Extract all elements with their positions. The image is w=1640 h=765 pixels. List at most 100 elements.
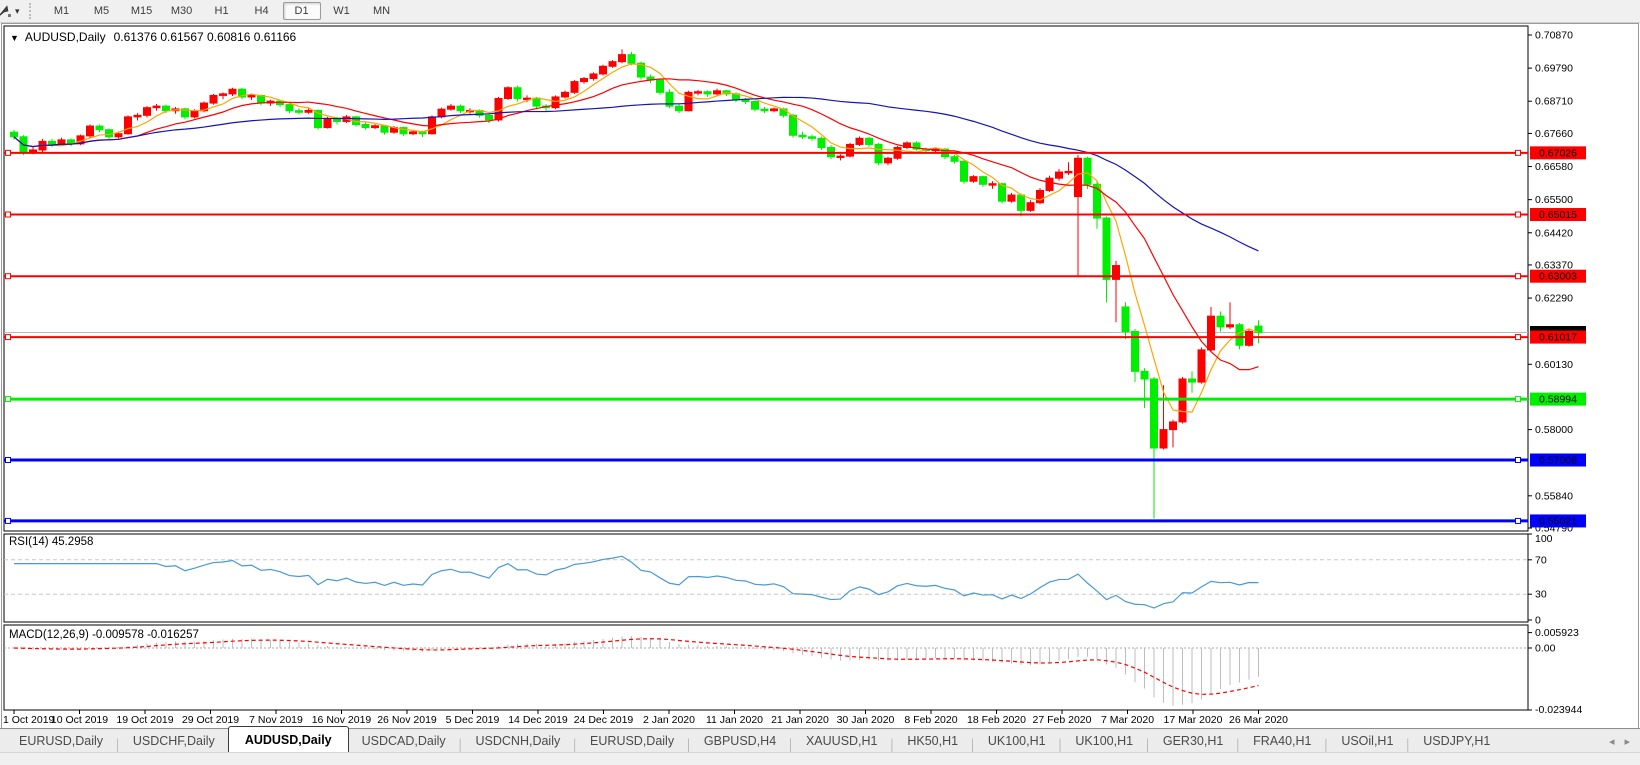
candle-body xyxy=(1064,170,1073,174)
ma-line-5 xyxy=(13,63,1259,413)
candle-body xyxy=(599,65,607,75)
candle-body xyxy=(1226,324,1234,328)
price-badge-0.67026[interactable] xyxy=(1530,146,1586,160)
tools-dropdown-caret-icon[interactable]: ▾ xyxy=(15,5,20,16)
candle-body xyxy=(684,91,693,112)
candle-body xyxy=(694,91,702,94)
tab-usoil-h1[interactable]: USOil,H1 xyxy=(1341,734,1394,748)
candle-body xyxy=(371,125,379,129)
hline-handle[interactable] xyxy=(1515,396,1521,403)
candle-body xyxy=(703,91,712,95)
tab-hk50-h1[interactable]: HK50,H1 xyxy=(907,734,959,748)
tabs-scroll-right-icon[interactable]: ▸ xyxy=(1624,735,1630,748)
candle-body xyxy=(855,137,864,145)
hline-handle[interactable] xyxy=(5,396,11,403)
price-badge-label: 0.65015 xyxy=(1539,209,1577,221)
tab-usdcnh-daily[interactable]: USDCNH,Daily xyxy=(475,734,561,748)
tab-audusd-daily[interactable]: AUDUSD,Daily xyxy=(227,726,349,753)
date-axis-label: 30 Jan 2020 xyxy=(837,714,895,726)
candle-body xyxy=(437,108,446,118)
tab-eurusd-daily[interactable]: EURUSD,Daily xyxy=(19,734,104,748)
hline-handle[interactable] xyxy=(5,334,11,341)
tab-separator: │ xyxy=(1234,739,1243,753)
candle-body xyxy=(1083,157,1092,185)
hline-handle[interactable] xyxy=(1515,517,1521,524)
candle-body xyxy=(1093,183,1101,219)
tab-usdjpy-h1[interactable]: USDJPY,H1 xyxy=(1423,734,1491,748)
price-badge-0.55021[interactable] xyxy=(1530,514,1586,528)
tab-uk100-h1[interactable]: UK100,H1 xyxy=(987,734,1046,748)
rsi-axis-label: 0 xyxy=(1535,615,1541,627)
candle-body xyxy=(295,110,303,113)
timeframe-button-h4[interactable]: H4 xyxy=(254,5,269,17)
tab-usdcad-daily[interactable]: USDCAD,Daily xyxy=(361,734,446,748)
candle-body xyxy=(1036,189,1044,204)
hline-handle[interactable] xyxy=(1515,149,1521,156)
candle-body xyxy=(209,94,218,104)
timeframe-button-m15[interactable]: M15 xyxy=(130,5,153,17)
price-axis-label: 0.70870 xyxy=(1535,30,1573,42)
hline-handle[interactable] xyxy=(1515,334,1521,341)
date-axis-label: 27 Feb 2020 xyxy=(1033,714,1092,726)
tab-usdchf-daily[interactable]: USDCHF,Daily xyxy=(132,734,215,748)
chart-dropdown-icon[interactable]: ▼ xyxy=(10,33,19,43)
candle-body xyxy=(798,134,807,138)
price-badge-0.65015[interactable] xyxy=(1530,208,1586,222)
hline-handle[interactable] xyxy=(5,211,11,218)
price-badge-0.61017[interactable] xyxy=(1530,330,1586,344)
price-axis-label: 0.67660 xyxy=(1535,128,1573,140)
candle-body xyxy=(190,110,199,118)
date-axis-label: 18 Feb 2020 xyxy=(967,714,1026,726)
candle-body xyxy=(532,97,541,107)
timeframe-button-h1[interactable]: H1 xyxy=(214,5,229,17)
chart-title: ▼ AUDUSD,Daily 0.61376 0.61567 0.60816 0.6… xyxy=(10,30,296,44)
candle-body xyxy=(751,101,759,110)
price-badge-0.63003[interactable] xyxy=(1530,269,1586,283)
timeframe-button-mn[interactable]: MN xyxy=(372,5,391,17)
candle-body xyxy=(1007,194,1016,202)
tab-uk100-h1[interactable]: UK100,H1 xyxy=(1075,734,1134,748)
hline-handle[interactable] xyxy=(1515,211,1521,218)
timeframe-button-w1[interactable]: W1 xyxy=(333,5,350,17)
tab-separator: │ xyxy=(571,739,580,753)
hline-handle[interactable] xyxy=(1515,273,1521,280)
tab-separator: │ xyxy=(888,739,897,753)
timeframe-button-m5[interactable]: M5 xyxy=(93,5,110,17)
price-badge-0.57008[interactable] xyxy=(1530,453,1586,467)
date-axis-label: 19 Oct 2019 xyxy=(116,714,173,726)
candle-body xyxy=(817,137,826,149)
tab-ger30-h1[interactable]: GER30,H1 xyxy=(1162,734,1224,748)
timeframe-button-m1[interactable]: M1 xyxy=(53,5,70,17)
hline-handle[interactable] xyxy=(5,273,11,280)
rsi-pane xyxy=(4,555,1528,609)
tab-fra40-h1[interactable]: FRA40,H1 xyxy=(1253,734,1312,748)
candle-body xyxy=(1140,370,1149,380)
candle-body xyxy=(285,104,294,112)
candle-body xyxy=(114,133,123,138)
candle-body xyxy=(1207,315,1215,351)
price-axis-label: 0.60130 xyxy=(1535,359,1573,371)
tab-separator: │ xyxy=(787,739,795,753)
hline-handle[interactable] xyxy=(5,457,11,464)
tab-separator: │ xyxy=(1322,739,1331,753)
candle-body xyxy=(1216,315,1225,328)
timeframe-button-d1[interactable]: D1 xyxy=(282,2,321,20)
chart-cursor-icon[interactable] xyxy=(0,3,14,19)
candle-body xyxy=(627,54,636,64)
tab-xauusd-h1[interactable]: XAUUSD,H1 xyxy=(805,734,878,748)
tab-gbpusd-h4[interactable]: GBPUSD,H4 xyxy=(703,734,777,748)
chart-tabbar: EURUSD,Daily │ USDCHF,Daily AUDUSD,Daily USD… xyxy=(0,726,1640,753)
hline-handle[interactable] xyxy=(1515,457,1521,464)
tab-eurusd-daily[interactable]: EURUSD,Daily xyxy=(590,734,675,748)
hline-handle[interactable] xyxy=(5,149,11,156)
candle-body xyxy=(143,107,151,116)
candle-body xyxy=(133,114,142,118)
timeframe-button-m30[interactable]: M30 xyxy=(170,5,193,17)
price-axis-label: 0.68710 xyxy=(1535,96,1573,108)
hline-handle[interactable] xyxy=(5,517,11,524)
ma-line-13 xyxy=(13,78,1259,371)
price-badge-0.58994[interactable] xyxy=(1530,392,1586,406)
tabs-scroll-left-icon[interactable]: ◂ xyxy=(1608,735,1615,748)
price-badge-label: 0.58994 xyxy=(1539,394,1577,406)
